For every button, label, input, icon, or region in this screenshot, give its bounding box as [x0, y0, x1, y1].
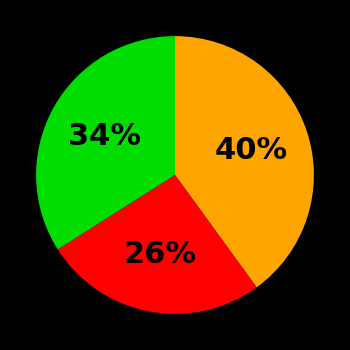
Text: 26%: 26% — [124, 240, 196, 269]
Wedge shape — [175, 36, 314, 287]
Wedge shape — [58, 175, 257, 314]
Text: 40%: 40% — [215, 135, 288, 164]
Text: 34%: 34% — [68, 122, 141, 151]
Wedge shape — [36, 36, 175, 250]
